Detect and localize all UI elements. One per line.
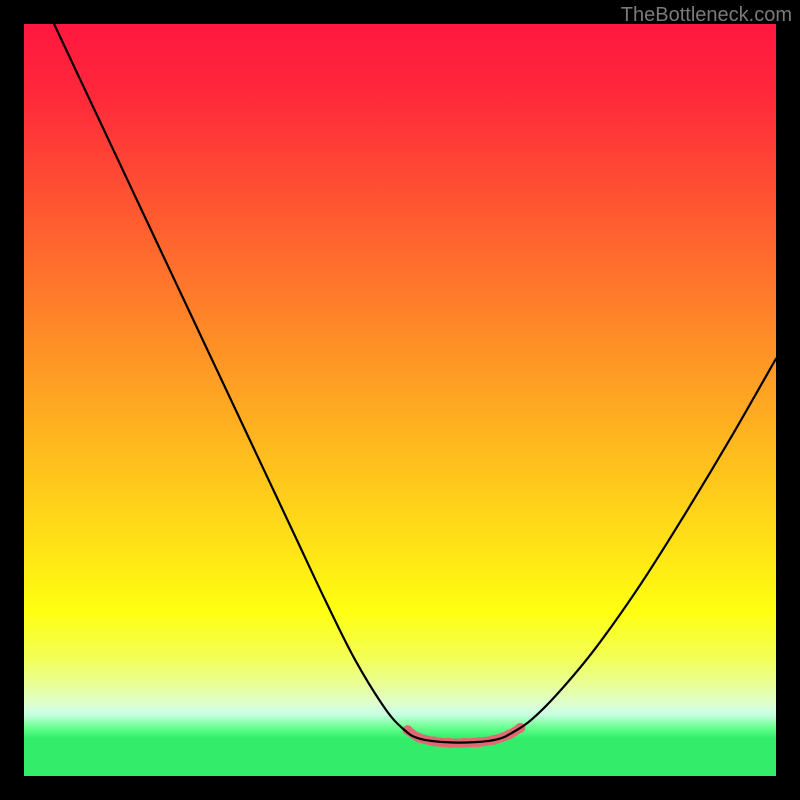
chart-plot-area	[24, 24, 776, 776]
main-curve-path	[54, 24, 776, 743]
bottleneck-curve	[24, 24, 776, 776]
watermark-text: TheBottleneck.com	[621, 4, 792, 27]
